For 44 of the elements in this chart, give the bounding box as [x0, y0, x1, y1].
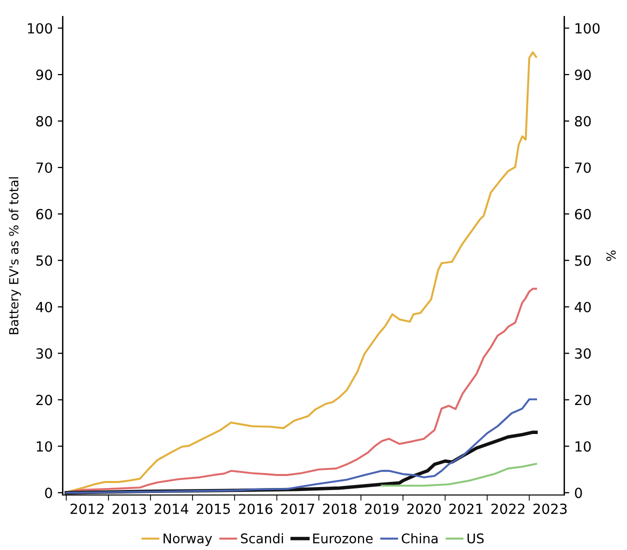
x-tick-label: 2021 [449, 504, 482, 514]
y2-tick-label: 50 [575, 255, 591, 266]
x-tick-label: 2016 [238, 504, 272, 514]
y-tick-label: 50 [36, 255, 52, 266]
y2-tick-label: 20 [575, 394, 591, 406]
x-tick-label: 2015 [196, 504, 230, 514]
y2-tick-label: 80 [574, 116, 591, 126]
x-tick-label: 2017 [281, 504, 314, 514]
y-tick-label: 80 [36, 116, 52, 126]
y2-tick-label: 40 [574, 302, 591, 312]
y-axis-title: Battery EV's as % of total [8, 177, 21, 334]
y2-tick-label: 10 [576, 441, 591, 452]
y2-tick-label: 70 [575, 162, 591, 173]
y2-tick-label: 60 [574, 208, 591, 220]
y2-axis-title: % [606, 250, 616, 261]
line-series [65, 398, 538, 494]
y-tick-label: 10 [36, 441, 52, 452]
y-tick-label: 30 [36, 348, 52, 359]
y2-tick-label: 90 [574, 70, 591, 80]
y2-tick-label: 100 [576, 23, 600, 34]
line-series [380, 462, 538, 487]
y2-tick-label: 0 [574, 488, 582, 498]
x-tick-label: 2012 [70, 504, 104, 514]
legend-label: Scandi [240, 533, 283, 544]
legend-label: China [402, 533, 438, 544]
x-tick-label: 2014 [154, 504, 188, 514]
x-tick-label: 2013 [112, 504, 146, 514]
y-tick-label: 60 [36, 208, 52, 220]
y-tick-label: 70 [36, 162, 52, 173]
y-tick-label: 20 [36, 394, 52, 406]
line-series [65, 51, 538, 494]
y-tick-label: 100 [28, 23, 52, 34]
x-tick-label: 2019 [365, 504, 398, 514]
legend-label: US [468, 533, 484, 544]
legend-label: Norway [164, 534, 212, 546]
y2-tick-label: 30 [575, 348, 591, 359]
y-tick-label: 90 [36, 70, 52, 80]
x-tick-label: 2018 [323, 504, 356, 514]
y-tick-label: 40 [36, 302, 52, 312]
x-tick-label: 2020 [407, 504, 441, 514]
legend-label: Eurozone [313, 534, 373, 544]
x-tick-label: 2022 [491, 504, 524, 514]
y-tick-label: 0 [45, 488, 52, 498]
x-tick-label: 2023 [533, 504, 567, 514]
